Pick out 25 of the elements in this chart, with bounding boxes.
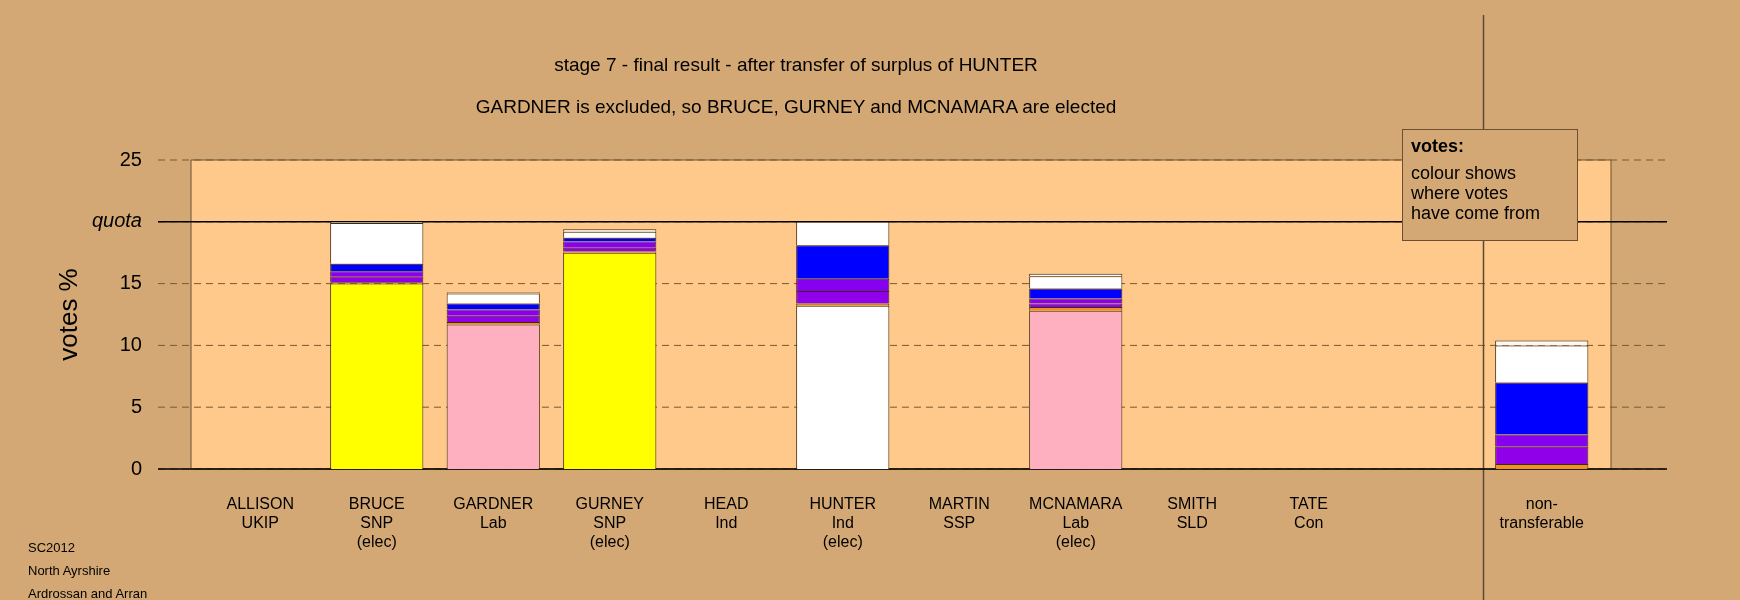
y-tick-label: quota (91, 209, 142, 232)
x-tick-label: HEAD Ind (704, 495, 749, 532)
annotation: colour shows where votes have come from (1411, 163, 1542, 223)
x-tick-label: GARDNER Lab (453, 495, 534, 532)
x-tick-label: HUNTER Ind (elec) (809, 495, 877, 551)
text: Ardrossan and Arran (28, 585, 148, 600)
x-tick-label: ALLISON UKIP (226, 495, 295, 532)
y-tick-label: 5 (130, 394, 142, 417)
y-tick-label: 15 (119, 271, 142, 294)
y-tick-label: 0 (130, 456, 142, 479)
x-tick-label: SMITH SLD (1167, 495, 1218, 532)
y-tick-label: 25 (119, 147, 142, 170)
text: SC2012 (28, 539, 76, 557)
chart-subtitle: GARDNER is excluded, so BRUCE, GURNEY and MCNAMARA are elected (474, 96, 1118, 118)
x-tick-label: MARTIN SSP (928, 495, 990, 532)
x-tick-label: GURNEY SNP (elec) (575, 495, 645, 551)
x-tick-label: MCNAMARA Lab (elec) (1029, 495, 1123, 551)
y-tick-label: 10 (119, 332, 142, 355)
y-axis-title: votes % (52, 268, 83, 361)
note-box: votes: colour shows where votes have come from (1402, 129, 1578, 241)
x-tick-label: non- transferable (1499, 495, 1585, 532)
x-tick-label: BRUCE SNP (elec) (348, 495, 405, 551)
x-tick-label: TATE Con (1289, 495, 1329, 532)
chart-title: stage 7 - final result - after transfer of surplus of HUNTER (553, 54, 1039, 76)
text: North Ayrshire (28, 562, 112, 580)
